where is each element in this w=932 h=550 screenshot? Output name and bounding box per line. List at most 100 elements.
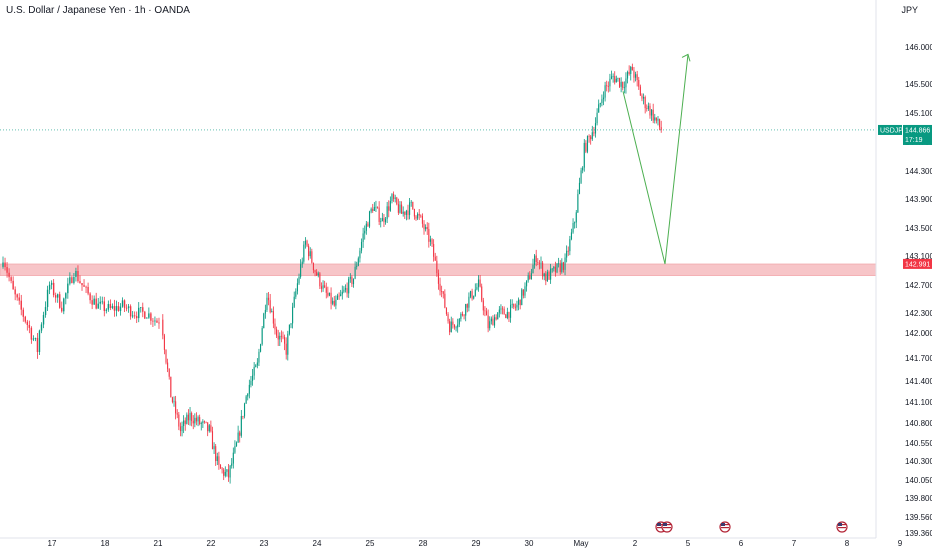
candle xyxy=(247,393,249,401)
candle-body xyxy=(330,292,332,304)
candle xyxy=(501,306,504,315)
candle-body xyxy=(566,250,568,258)
support-price-tag[interactable]: 142.991 xyxy=(903,258,932,269)
candle-body xyxy=(107,304,110,310)
candle-body xyxy=(117,306,120,311)
candle xyxy=(383,214,385,228)
candle-body xyxy=(519,299,521,306)
candle xyxy=(314,269,316,277)
candle-body xyxy=(109,304,112,308)
candle-body xyxy=(324,285,326,288)
candle xyxy=(548,270,550,280)
candle-body xyxy=(559,263,561,272)
candle-body xyxy=(224,471,226,476)
candle-body xyxy=(618,78,621,87)
candle-body xyxy=(623,87,625,89)
projection-path[interactable] xyxy=(622,54,689,265)
candle-body xyxy=(474,289,476,296)
candle xyxy=(287,330,289,361)
candle-body xyxy=(378,207,380,222)
candle xyxy=(245,394,247,404)
candle xyxy=(14,286,16,301)
candle xyxy=(135,311,138,324)
candle xyxy=(261,326,263,346)
y-tick-label: 142.700 xyxy=(905,281,932,290)
candle xyxy=(187,409,190,426)
candle xyxy=(453,324,456,330)
candle-body xyxy=(30,327,33,340)
candle xyxy=(77,265,79,283)
candle xyxy=(612,73,614,83)
x-tick-label: May xyxy=(573,539,588,548)
candle-body xyxy=(518,299,520,305)
candle-body xyxy=(285,343,287,355)
candle xyxy=(170,376,172,398)
candle-body xyxy=(175,401,177,414)
us-flag-event-icon[interactable] xyxy=(719,521,731,533)
candle xyxy=(596,108,598,126)
candle xyxy=(417,212,419,221)
candle xyxy=(466,303,468,313)
candle xyxy=(231,458,233,469)
candle xyxy=(409,198,411,220)
x-tick-label: 22 xyxy=(207,539,216,548)
candle-body xyxy=(343,289,345,292)
us-flag-event-icon[interactable] xyxy=(661,521,673,533)
candle-body xyxy=(516,304,518,308)
candle xyxy=(561,258,563,274)
candle xyxy=(325,282,327,299)
candle xyxy=(529,271,531,280)
candle xyxy=(554,261,556,277)
candle-body xyxy=(450,321,452,333)
candle-body xyxy=(511,303,513,305)
candle xyxy=(604,81,606,102)
candle xyxy=(208,424,210,433)
candle-body xyxy=(245,396,247,404)
candle-body xyxy=(376,206,379,208)
candle xyxy=(601,94,603,107)
candle xyxy=(455,325,457,332)
candle xyxy=(607,81,609,93)
candle-body xyxy=(127,306,130,309)
candle-body xyxy=(272,311,274,324)
support-tag-bg xyxy=(903,258,932,269)
candle-body xyxy=(24,316,27,322)
candle xyxy=(575,209,577,229)
candle xyxy=(125,304,128,312)
candle xyxy=(543,272,545,281)
candle-body xyxy=(574,222,576,224)
candle-body xyxy=(218,456,220,465)
candle xyxy=(274,318,276,335)
candle xyxy=(344,284,347,293)
candle xyxy=(288,324,290,336)
candle-body xyxy=(173,401,175,403)
candle-body xyxy=(394,197,396,199)
support-tag-text: 142.991 xyxy=(905,261,930,268)
candle xyxy=(30,326,33,344)
candle-body xyxy=(335,299,337,306)
price-currency-label[interactable]: JPY xyxy=(901,5,918,15)
candle xyxy=(388,200,390,218)
price-tag-text: 144.866 xyxy=(905,127,930,134)
candle xyxy=(570,228,573,241)
candle-body xyxy=(505,314,507,319)
x-tick-label: 2 xyxy=(633,539,638,548)
candle xyxy=(526,280,528,292)
candle xyxy=(415,214,417,221)
candle xyxy=(503,306,505,315)
candle-body xyxy=(407,210,409,215)
us-flag-event-icon[interactable] xyxy=(836,521,848,533)
candle xyxy=(65,292,67,305)
x-tick-label: 24 xyxy=(313,539,322,548)
candle-body xyxy=(604,85,606,98)
y-tick-label: 145.500 xyxy=(905,80,932,89)
candle xyxy=(184,417,186,431)
projection-arrow-layer xyxy=(622,53,691,265)
candle-body xyxy=(473,295,475,299)
candle-body xyxy=(452,321,454,325)
candle xyxy=(614,71,616,85)
candle xyxy=(133,311,136,319)
candle xyxy=(482,297,484,316)
